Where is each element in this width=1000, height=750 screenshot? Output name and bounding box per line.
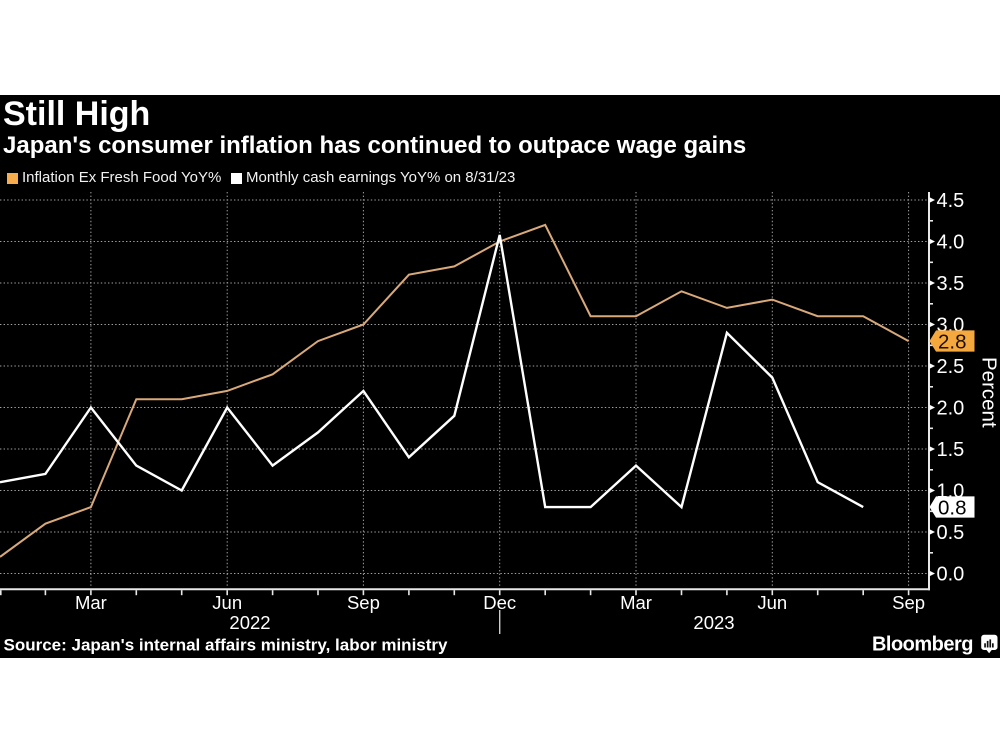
- svg-text:0.0: 0.0: [937, 564, 965, 586]
- svg-text:Jun: Jun: [757, 592, 787, 613]
- svg-text:Percent: Percent: [978, 357, 1000, 428]
- svg-text:2.8: 2.8: [938, 331, 967, 354]
- svg-text:1.5: 1.5: [937, 439, 965, 461]
- svg-text:Mar: Mar: [75, 592, 107, 613]
- svg-text:3.5: 3.5: [937, 273, 965, 295]
- svg-text:Source: Japan's internal affai: Source: Japan's internal affairs ministr…: [4, 636, 449, 655]
- svg-text:Jun: Jun: [212, 592, 242, 613]
- svg-text:Dec: Dec: [483, 592, 516, 613]
- svg-text:4.5: 4.5: [937, 190, 965, 212]
- svg-text:Bloomberg: Bloomberg: [872, 634, 973, 656]
- svg-text:Mar: Mar: [620, 592, 652, 613]
- svg-text:Sep: Sep: [892, 592, 925, 613]
- svg-text:4.0: 4.0: [937, 232, 965, 254]
- svg-text:0.8: 0.8: [938, 497, 967, 520]
- svg-text:2.0: 2.0: [937, 398, 965, 420]
- svg-text:0.5: 0.5: [937, 522, 965, 544]
- svg-text:2.5: 2.5: [937, 356, 965, 378]
- svg-text:2022: 2022: [229, 612, 270, 633]
- svg-text:2023: 2023: [693, 612, 734, 633]
- svg-text:Sep: Sep: [347, 592, 380, 613]
